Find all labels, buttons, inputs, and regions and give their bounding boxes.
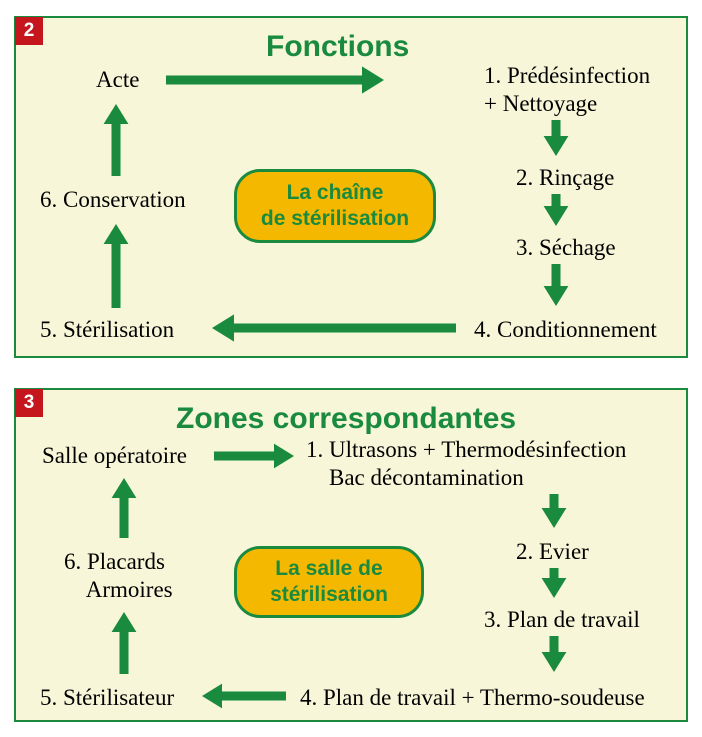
pill-line: La chaîne xyxy=(287,180,384,206)
center-pill: La chaînede stérilisation xyxy=(234,169,436,243)
z-step3: 3. Plan de travail xyxy=(484,606,640,634)
z-salleop: Salle opératoire xyxy=(42,442,187,470)
pill-line: La salle de xyxy=(275,556,382,582)
panel-fonctions: 2 Fonctions La chaînede stérilisation Acte 1… xyxy=(14,16,688,358)
n-acte: Acte xyxy=(96,66,139,94)
pill-line: de stérilisation xyxy=(261,206,409,232)
panel-zones: 3 Zones correspondantes La salle destérili… xyxy=(14,388,688,722)
n-step6: 6. Conservation xyxy=(40,186,186,214)
z-step1: 1. Ultrasons + Thermodésinfection Bac dé… xyxy=(306,436,626,491)
z-step2: 2. Evier xyxy=(516,538,589,566)
n-step1: 1. Prédésinfection + Nettoyage xyxy=(484,62,650,117)
n-step5: 5. Stérilisation xyxy=(40,316,174,344)
panel-badge: 2 xyxy=(15,17,43,45)
n-step4: 4. Conditionnement xyxy=(474,316,657,344)
panel-title: Zones correspondantes xyxy=(176,402,516,436)
n-step2: 2. Rinçage xyxy=(516,164,614,192)
z-step6: 6. Placards Armoires xyxy=(64,548,173,603)
panel-badge: 3 xyxy=(15,389,43,417)
center-pill: La salle destérilisation xyxy=(234,546,424,618)
z-step5: 5. Stérilisateur xyxy=(40,684,174,712)
pill-line: stérilisation xyxy=(270,582,388,608)
z-step4: 4. Plan de travail + Thermo-soudeuse xyxy=(300,684,645,712)
n-step3: 3. Séchage xyxy=(516,234,616,262)
panel-title: Fonctions xyxy=(266,30,409,64)
